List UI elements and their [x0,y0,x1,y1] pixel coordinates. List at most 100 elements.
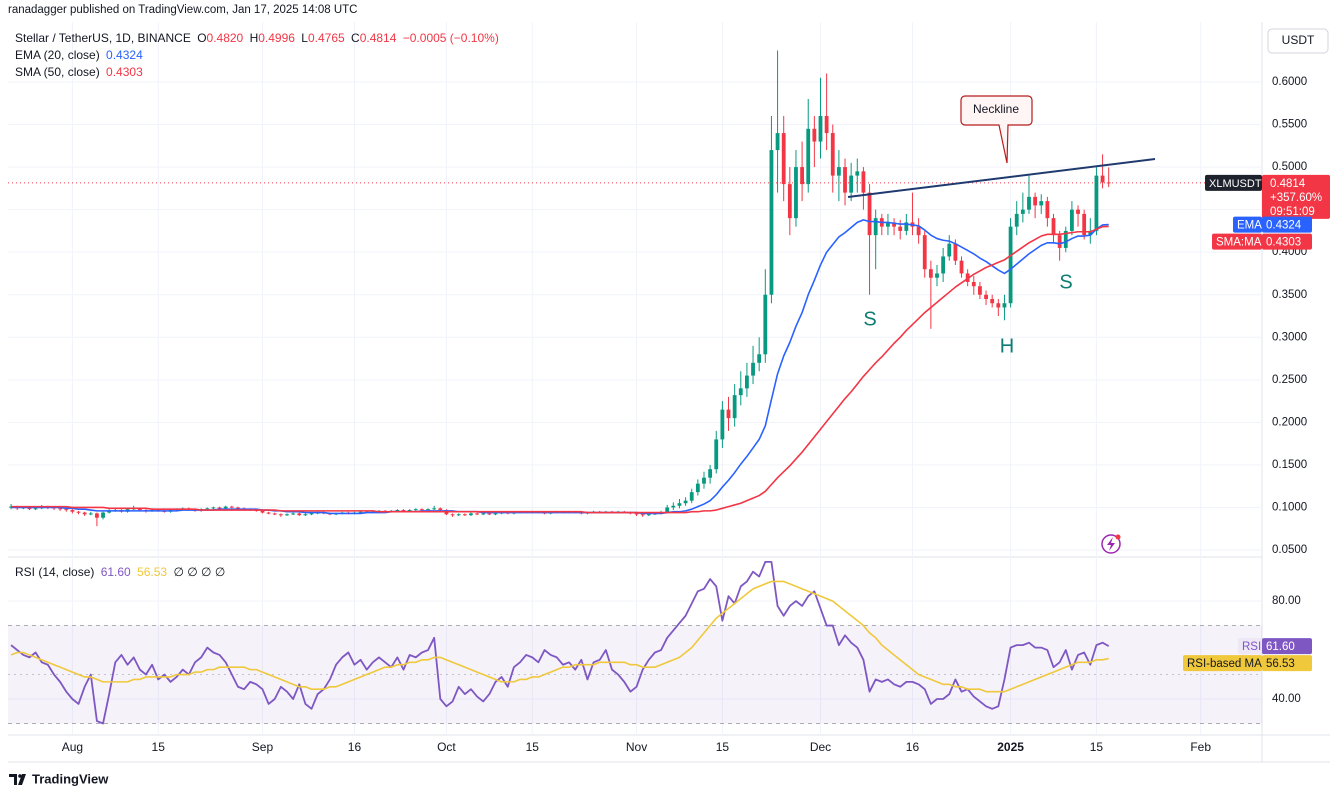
y-tick-label: 0.3000 [1272,331,1307,343]
legend-value: 61.60 [100,565,131,579]
candle-body [787,184,792,219]
candle-body [481,513,486,515]
candle-body [763,294,768,355]
candle-body [1008,226,1013,304]
candle-body [297,513,302,516]
brand-logo[interactable] [9,774,26,785]
ohlc-label: C [351,31,360,45]
candle-body [58,508,63,510]
indicator-tag-name-box [1183,655,1262,672]
candle-body [420,509,424,511]
candle-body [33,508,38,510]
x-tick-label: 15 [526,740,540,754]
candle-body [665,507,670,513]
candle-body [475,513,480,515]
indicator-tag-name-box [1238,638,1262,655]
candle-body [1014,213,1019,227]
candle-body [450,514,455,516]
candle-body [358,511,363,513]
candle-body [904,222,909,231]
candle-body [401,510,406,512]
candle-body [671,505,676,508]
candle-body [266,512,271,514]
candle-body [959,260,964,274]
candle-body [849,175,854,193]
candle-body [935,273,939,278]
callout-box [960,95,1033,164]
candle-body [211,507,216,509]
y-tick-label: 0.5000 [1272,161,1307,173]
data-layer [9,50,1111,725]
candle-body [1100,175,1105,183]
candle-body [88,513,93,515]
y-tick-label: 0.2500 [1272,374,1307,386]
candle-body [953,243,958,261]
price-tag: 0.4814 [1270,178,1306,190]
candle-body [1076,209,1080,214]
candle-body [971,281,976,287]
candle-body [634,513,639,515]
candle-body [867,192,872,236]
candle-body [775,133,780,151]
candle-body [990,298,995,304]
tag-layer: Aug 15 Sep 16 Oct 15 Nov 15 Dec 16 2025 15 Feb XLMUSD… [62,174,1330,754]
candle-body [236,507,240,509]
x-tick-label: Dec [810,740,831,754]
candle-body [640,514,645,516]
candle-body [892,222,896,227]
y-tick-label: 0.1500 [1272,459,1307,471]
pattern-label: H [1000,335,1014,357]
publish-line: ranadagger published on TradingView.com,… [8,4,358,16]
candle-body [873,218,878,236]
symbol-tag-box [1205,174,1262,191]
candle-body [781,133,786,185]
candle-body [407,510,412,512]
indicator-tag-value-box [1262,216,1312,233]
currency-box[interactable] [1267,28,1329,54]
icon-dot [1115,534,1121,540]
candle-body [996,303,1001,308]
indicator-tag-name: EMA [1237,220,1262,232]
ohlc-label: L [301,31,308,45]
candle-body [695,483,700,493]
candle-body [278,514,283,516]
countdown: 09:51:09 [1270,206,1315,218]
pattern-label: S [1059,271,1072,293]
candle-body [916,226,921,236]
candle-body [438,508,443,511]
rsi-legend: RSI (14, close) 61.60 56.53 ∅ ∅ ∅ ∅ [15,564,228,581]
candle-body [217,507,222,509]
candle-body [70,510,75,512]
candle-body [928,269,933,278]
candle-body [806,128,811,185]
candle-body [1088,230,1093,236]
candle-body [794,167,798,219]
ohlc-label: O [197,31,207,45]
indicator-tag-name: RSI [1242,641,1261,653]
candle-body [426,509,430,511]
plot-background [8,22,1262,735]
candle-body [64,509,69,511]
candle-body [646,514,651,516]
candle-body [1039,201,1044,206]
x-tick-label: 16 [348,740,362,754]
candle-body [487,513,492,515]
candle-body [1070,209,1074,231]
candle-body [95,513,99,518]
candle-body [223,506,228,509]
event-icon[interactable] [1101,534,1121,554]
indicator-tag-value: 0.4303 [1266,237,1301,249]
indicator-line [10,580,1109,693]
indicator-tag-name: SMA:MA [1216,237,1262,249]
legend-name: EMA (20, close) [15,48,100,62]
currency-label: USDT [1282,33,1315,47]
x-tick-label: Aug [62,740,83,754]
legend-extra: ∅ ∅ ∅ ∅ [173,565,226,579]
legend-name: RSI (14, close) [15,565,95,579]
candle-body [745,375,749,389]
candle-body [984,294,988,299]
candle-body [1051,218,1056,236]
legend-name: SMA (50, close) [15,65,100,79]
candle-body [1027,196,1031,210]
